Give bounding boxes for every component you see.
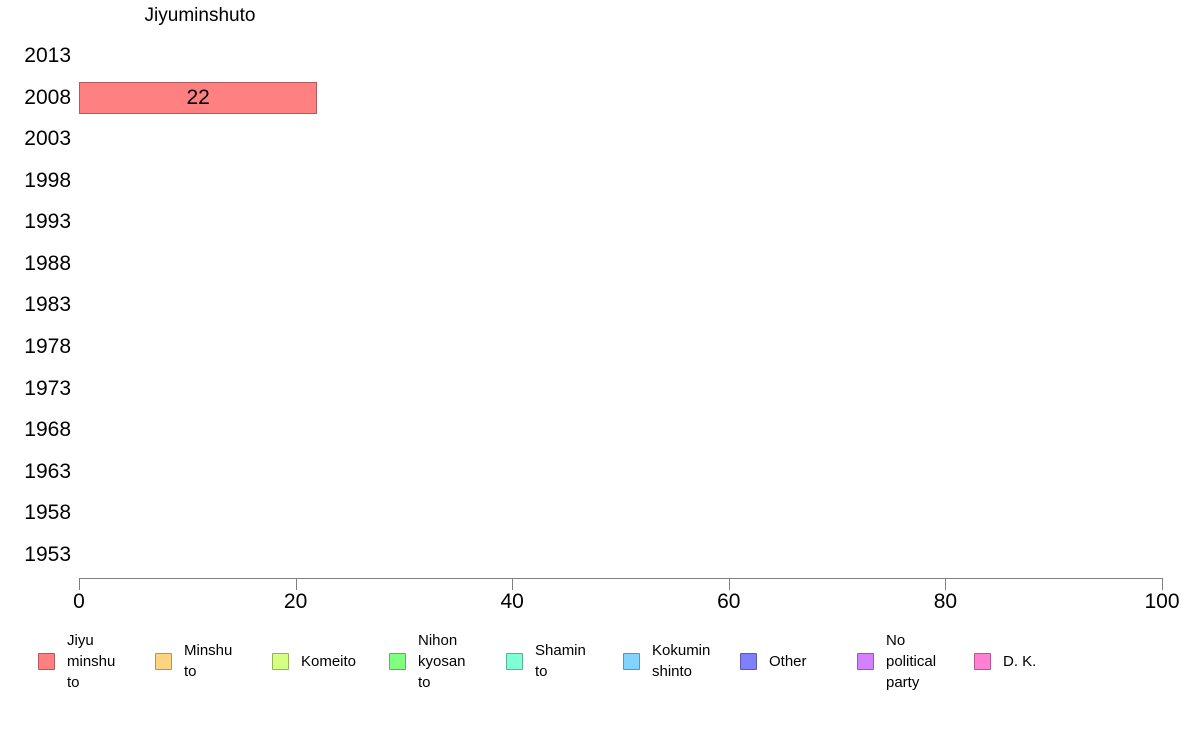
x-axis-tick (295, 578, 297, 590)
legend-item-label: No political party (886, 631, 937, 691)
y-axis-label: 1998 (24, 168, 71, 192)
bar-value-label: 22 (186, 85, 210, 109)
legend-item-label: Other (769, 652, 807, 670)
x-axis-tick-label: 20 (283, 590, 308, 613)
x-axis-tick (512, 578, 514, 590)
legend-item-label: Shamin to (535, 642, 586, 680)
y-axis-label: 1993 (24, 210, 71, 234)
legend-swatch-icon (740, 652, 757, 670)
legend-item: Other (740, 625, 807, 697)
legend-swatch-icon (155, 652, 172, 670)
x-axis-tick (945, 578, 947, 590)
x-axis-tick-label: 100 (1144, 590, 1180, 613)
legend-item-label: Komeito (301, 652, 357, 670)
y-axis-label: 1978 (24, 335, 71, 359)
legend-swatch-icon (974, 652, 991, 670)
y-axis-label: 1988 (24, 251, 71, 275)
legend-swatch-icon (506, 652, 523, 670)
chart-title: Jiyuminshuto (144, 5, 256, 26)
x-axis-line (79, 578, 1163, 579)
legend-item: Jiyu minshu to (38, 625, 115, 697)
y-axis-label: 1953 (24, 542, 71, 566)
legend-item: Komeito (272, 625, 356, 697)
y-axis-label: 2013 (24, 44, 71, 67)
legend-item-label: Jiyu minshu to (67, 631, 116, 691)
x-axis-tick (1162, 578, 1163, 590)
x-axis-tick-label: 60 (717, 590, 741, 613)
y-axis-label: 1973 (24, 376, 71, 400)
y-axis-label: 1963 (24, 459, 71, 483)
y-axis-label: 2008 (24, 85, 71, 109)
legend-item: Kokumin shinto (623, 625, 710, 697)
y-axis-label: 2003 (24, 127, 71, 151)
x-axis-tick (728, 578, 730, 590)
legend-item: Shamin to (506, 625, 586, 697)
y-axis-label: 1968 (24, 418, 71, 442)
legend-swatch-icon (38, 652, 55, 670)
legend-item: Minshu to (155, 625, 232, 697)
x-axis-tick (79, 578, 80, 590)
legend-swatch-icon (272, 652, 289, 670)
y-axis-label: 1983 (24, 293, 71, 317)
bar-2008: 22 (79, 81, 318, 114)
x-axis-tick-label: 0 (73, 590, 85, 613)
legend-item-label: Kokumin shinto (652, 642, 711, 680)
legend-swatch-icon (857, 652, 874, 670)
legend-item: Nihon kyosan to (389, 625, 466, 697)
legend-item: D. K. (974, 625, 1036, 697)
legend-item-label: D. K. (1003, 652, 1037, 670)
legend-item: No political party (857, 625, 936, 697)
legend-swatch-icon (623, 652, 640, 670)
y-axis-label: 1958 (24, 501, 71, 525)
legend-item-label: Minshu to (184, 642, 233, 680)
legend-item-label: Nihon kyosan to (418, 631, 466, 691)
x-axis-tick-label: 40 (500, 590, 524, 613)
x-axis-tick-label: 80 (933, 590, 958, 613)
legend-swatch-icon (389, 652, 406, 670)
